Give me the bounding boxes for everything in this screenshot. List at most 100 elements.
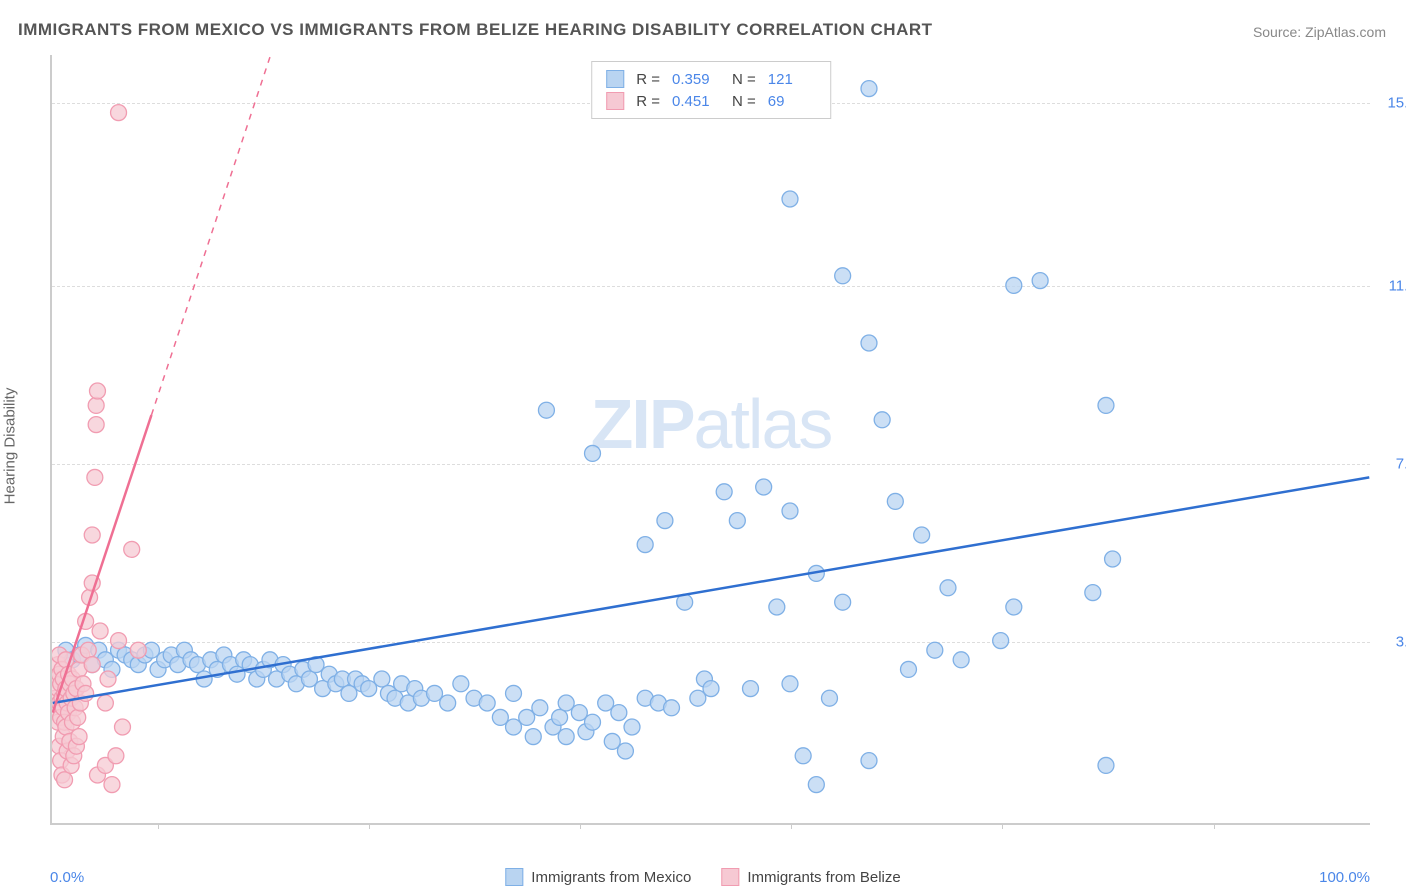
swatch-belize [721,868,739,886]
data-point-belize [71,729,87,745]
data-point-mexico [664,700,680,716]
data-point-mexico [901,661,917,677]
data-point-mexico [703,681,719,697]
trendline-dashed-belize [151,55,289,415]
data-point-mexico [525,729,541,745]
y-tick-label: 15.0% [1375,95,1406,112]
data-point-mexico [822,690,838,706]
x-min-label: 0.0% [50,869,84,886]
data-point-mexico [953,652,969,668]
y-axis-label: Hearing Disability [2,388,19,505]
x-tick [791,823,792,829]
x-tick [158,823,159,829]
data-point-mexico [914,527,930,543]
data-point-belize [89,383,105,399]
x-tick [1002,823,1003,829]
data-point-belize [97,695,113,711]
data-point-mexico [808,777,824,793]
data-point-belize [111,633,127,649]
data-point-mexico [835,594,851,610]
legend-item-mexico: Immigrants from Mexico [505,868,691,886]
bottom-legend: Immigrants from Mexico Immigrants from B… [505,868,900,886]
data-point-mexico [756,479,772,495]
r-label: R = [636,93,660,110]
y-tick-label: 7.5% [1375,456,1406,473]
data-point-mexico [993,633,1009,649]
plot-area: ZIPatlas R = 0.359 N = 121 R = 0.451 N =… [50,55,1370,825]
data-point-mexico [657,513,673,529]
r-value-mexico: 0.359 [672,71,720,88]
data-point-mexico [940,580,956,596]
trendline-mexico [53,477,1370,703]
y-tick-label: 11.2% [1375,278,1406,295]
x-tick [580,823,581,829]
data-point-belize [84,527,100,543]
data-point-mexico [861,335,877,351]
data-point-mexico [532,700,548,716]
data-point-mexico [374,671,390,687]
y-tick-label: 3.8% [1375,634,1406,651]
legend-label-belize: Immigrants from Belize [747,869,900,886]
data-point-mexico [453,676,469,692]
data-point-belize [92,623,108,639]
data-point-belize [115,719,131,735]
data-point-mexico [927,642,943,658]
data-point-mexico [440,695,456,711]
chart-svg [52,55,1370,823]
r-value-belize: 0.451 [672,93,720,110]
data-point-belize [88,397,104,413]
swatch-belize [606,92,624,110]
data-point-mexico [538,402,554,418]
data-point-belize [124,541,140,557]
data-point-mexico [874,412,890,428]
data-point-mexico [552,709,568,725]
data-point-mexico [861,81,877,97]
data-point-belize [111,105,127,121]
n-label: N = [732,71,756,88]
data-point-mexico [743,681,759,697]
data-point-mexico [1032,273,1048,289]
data-point-belize [88,417,104,433]
data-point-belize [80,642,96,658]
legend-item-belize: Immigrants from Belize [721,868,900,886]
data-point-mexico [1006,277,1022,293]
data-point-belize [104,777,120,793]
r-label: R = [636,71,660,88]
data-point-mexico [558,729,574,745]
chart-title: IMMIGRANTS FROM MEXICO VS IMMIGRANTS FRO… [18,20,933,40]
data-point-mexico [637,537,653,553]
data-point-mexico [585,714,601,730]
data-point-mexico [769,599,785,615]
data-point-mexico [795,748,811,764]
legend-row-belize: R = 0.451 N = 69 [606,90,816,112]
data-point-mexico [887,493,903,509]
n-value-belize: 69 [768,93,816,110]
data-point-belize [70,709,86,725]
data-point-mexico [1098,757,1114,773]
data-point-mexico [624,719,640,735]
data-point-mexico [1006,599,1022,615]
data-point-mexico [1085,585,1101,601]
data-point-mexico [861,753,877,769]
source-prefix: Source: [1253,24,1305,40]
n-value-mexico: 121 [768,71,816,88]
data-point-belize [84,657,100,673]
data-point-belize [57,772,73,788]
data-point-belize [108,748,124,764]
data-point-mexico [585,445,601,461]
data-point-mexico [611,705,627,721]
data-point-mexico [479,695,495,711]
data-point-mexico [729,513,745,529]
x-tick [1214,823,1215,829]
data-point-mexico [617,743,633,759]
data-point-mexico [782,676,798,692]
data-point-mexico [782,503,798,519]
source-link[interactable]: ZipAtlas.com [1305,24,1386,40]
data-point-belize [130,642,146,658]
source-attribution: Source: ZipAtlas.com [1253,24,1386,40]
correlation-legend: R = 0.359 N = 121 R = 0.451 N = 69 [591,61,831,119]
data-point-mexico [1105,551,1121,567]
legend-row-mexico: R = 0.359 N = 121 [606,68,816,90]
x-max-label: 100.0% [1319,869,1370,886]
data-point-mexico [782,191,798,207]
